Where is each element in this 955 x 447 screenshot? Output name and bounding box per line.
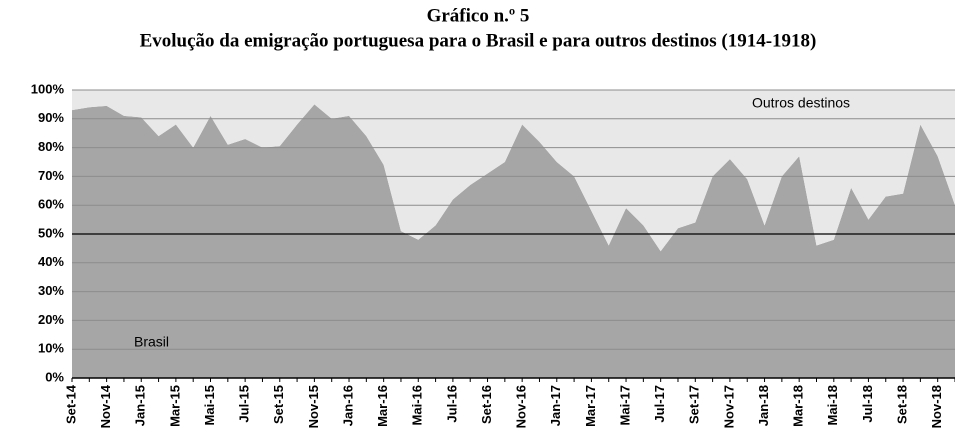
- y-tick-label: 100%: [31, 81, 65, 96]
- y-tick-label: 40%: [38, 254, 64, 269]
- x-tick-label: Mai-16: [410, 385, 425, 425]
- y-tick-label: 80%: [38, 139, 64, 154]
- x-tick-label: Mai-17: [617, 385, 632, 425]
- y-tick-label: 30%: [38, 283, 64, 298]
- y-tick-label: 0%: [45, 369, 64, 384]
- x-tick-label: Jul-18: [860, 385, 875, 423]
- x-tick-label: Mar-17: [583, 385, 598, 427]
- x-tick-label: Nov-15: [306, 385, 321, 428]
- x-tick-label: Set-18: [894, 385, 909, 424]
- chart-title: Gráfico n.º 5: [427, 5, 530, 26]
- x-tick-label: Mai-18: [825, 385, 840, 425]
- area: [72, 104, 955, 379]
- area: [72, 90, 955, 252]
- x-tick-label: Jan-16: [340, 385, 355, 426]
- x-tick-label: Nov-17: [721, 385, 736, 428]
- x-tick-label: Set-14: [63, 384, 78, 424]
- x-tick-label: Set-17: [687, 385, 702, 424]
- x-tick-label: Mar-16: [375, 385, 390, 427]
- x-tick-label: Jul-17: [652, 385, 667, 423]
- x-tick-label: Nov-16: [514, 385, 529, 428]
- x-tick-label: Jan-17: [548, 385, 563, 426]
- x-tick-label: Mar-18: [791, 385, 806, 427]
- x-tick-label: Nov-14: [98, 384, 113, 428]
- series-label: Brasil: [134, 334, 169, 350]
- x-tick-label: Jan-18: [756, 385, 771, 426]
- y-tick-label: 90%: [38, 110, 64, 125]
- chart-subtitle: Evolução da emigração portuguesa para o …: [140, 30, 817, 51]
- y-tick-label: 50%: [38, 225, 64, 240]
- y-tick-label: 20%: [38, 312, 64, 327]
- x-tick-label: Jan-15: [133, 385, 148, 426]
- x-tick-label: Set-15: [271, 385, 286, 424]
- y-tick-label: 10%: [38, 341, 64, 356]
- y-tick-label: 60%: [38, 197, 64, 212]
- y-tick-label: 70%: [38, 168, 64, 183]
- x-tick-label: Jul-15: [237, 385, 252, 423]
- x-tick-label: Nov-18: [929, 385, 944, 428]
- x-tick-label: Mai-15: [202, 385, 217, 425]
- series-label: Outros destinos: [752, 95, 850, 111]
- x-tick-label: Jul-16: [444, 385, 459, 423]
- x-tick-label: Set-16: [479, 385, 494, 424]
- x-tick-label: Mar-15: [167, 385, 182, 427]
